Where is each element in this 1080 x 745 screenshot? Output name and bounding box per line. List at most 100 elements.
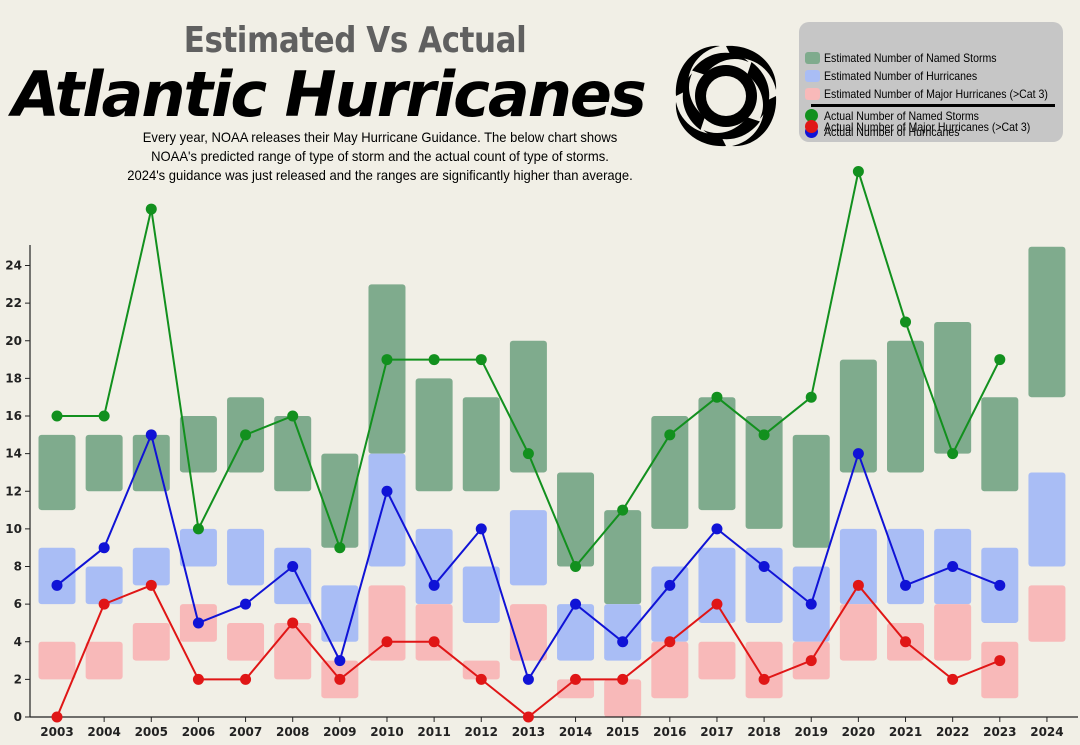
point-actual-number-of-hurricanes-2020 (852, 448, 864, 460)
x-tick-label: 2015 (606, 725, 639, 739)
point-actual-number-of-hurricanes-2014 (570, 598, 582, 610)
point-actual-number-of-named-storms-2003 (51, 410, 63, 422)
x-tick-label: 2024 (1030, 725, 1063, 739)
point-actual-number-of-named-storms-2010 (381, 354, 393, 366)
x-tick-label: 2008 (276, 725, 309, 739)
description-line-1: Every year, NOAA releases their May Hurr… (142, 129, 618, 145)
legend-marker (805, 109, 818, 122)
range-bar-estimated-number-of-major-hurricanes-cat-3-2023 (981, 641, 1019, 699)
legend-item-estimated-named-storms: Estimated Number of Named Storms (805, 49, 1020, 66)
legend-label: Actual Number of Named Storms (824, 108, 979, 123)
point-actual-number-of-major-hurricanes-cat-3-2013 (522, 711, 534, 723)
point-actual-number-of-hurricanes-2009 (334, 655, 346, 667)
range-bar-estimated-number-of-named-storms-2021 (887, 340, 925, 473)
x-tick-label: 2006 (182, 725, 215, 739)
x-tick-label: 2014 (559, 725, 592, 739)
point-actual-number-of-hurricanes-2016 (664, 579, 676, 591)
point-actual-number-of-major-hurricanes-cat-3-2012 (475, 673, 487, 685)
point-actual-number-of-hurricanes-2011 (428, 579, 440, 591)
range-bar-estimated-number-of-hurricanes-2005 (132, 547, 170, 586)
point-actual-number-of-hurricanes-2005 (145, 429, 157, 441)
range-bar-estimated-number-of-named-storms-2008 (274, 416, 312, 492)
range-bar-estimated-number-of-hurricanes-2008 (274, 547, 312, 605)
chart-legend: Estimated Number of Named Storms Estimat… (799, 22, 1063, 142)
point-actual-number-of-major-hurricanes-cat-3-2009 (334, 673, 346, 685)
point-actual-number-of-named-storms-2023 (994, 354, 1006, 366)
y-tick-label: 22 (5, 296, 22, 310)
range-group-estimated-number-of-major-hurricanes-cat-3 (38, 585, 1066, 717)
legend-item-estimated-hurricanes: Estimated Number of Hurricanes (805, 67, 998, 84)
range-bar-estimated-number-of-hurricanes-2012 (462, 566, 500, 623)
point-actual-number-of-named-storms-2006 (192, 523, 204, 535)
range-bar-estimated-number-of-major-hurricanes-cat-3-2011 (415, 604, 453, 661)
y-tick-label: 16 (5, 409, 22, 423)
legend-label: Actual Number of Major Hurricanes (>Cat … (824, 119, 1031, 134)
y-tick-label: 20 (5, 334, 22, 348)
point-actual-number-of-hurricanes-2013 (522, 673, 534, 685)
point-actual-number-of-named-storms-2016 (664, 429, 676, 441)
range-bar-estimated-number-of-hurricanes-2003 (38, 547, 76, 605)
point-actual-number-of-hurricanes-2012 (475, 523, 487, 535)
hurricane-icon (675, 45, 777, 147)
point-actual-number-of-major-hurricanes-cat-3-2007 (240, 673, 252, 685)
x-tick-label: 2003 (40, 725, 73, 739)
range-bar-estimated-number-of-named-storms-2015 (604, 510, 642, 605)
range-bar-estimated-number-of-hurricanes-2021 (887, 528, 925, 605)
legend-divider (811, 104, 1055, 107)
x-tick-label: 2016 (653, 725, 686, 739)
range-bar-estimated-number-of-hurricanes-2007 (227, 528, 265, 586)
point-actual-number-of-named-storms-2009 (334, 542, 346, 554)
point-actual-number-of-hurricanes-2023 (994, 579, 1006, 591)
x-tick-label: 2005 (135, 725, 168, 739)
y-tick-label: 0 (14, 710, 22, 724)
point-actual-number-of-major-hurricanes-cat-3-2006 (192, 673, 204, 685)
legend-label: Estimated Number of Named Storms (824, 50, 997, 65)
range-bar-estimated-number-of-hurricanes-2017 (698, 547, 736, 623)
x-tick-label: 2010 (370, 725, 403, 739)
range-bar-estimated-number-of-named-storms-2020 (839, 359, 877, 473)
range-bar-estimated-number-of-hurricanes-2024 (1028, 472, 1066, 567)
range-bar-estimated-number-of-named-storms-2018 (745, 416, 783, 529)
range-bar-estimated-number-of-named-storms-2022 (934, 321, 972, 454)
point-actual-number-of-hurricanes-2003 (51, 579, 63, 591)
actual-series (51, 165, 1006, 723)
range-bar-estimated-number-of-major-hurricanes-cat-3-2014 (557, 679, 595, 699)
legend-item-estimated-major-hurricanes: Estimated Number of Major Hurricanes (>C… (805, 85, 1078, 102)
point-actual-number-of-major-hurricanes-cat-3-2016 (664, 636, 676, 648)
x-tick-label: 2022 (936, 725, 969, 739)
x-tick-label: 2012 (465, 725, 498, 739)
range-bar-estimated-number-of-major-hurricanes-cat-3-2022 (934, 604, 972, 661)
range-group-estimated-number-of-named-storms (38, 246, 1066, 605)
point-actual-number-of-named-storms-2022 (947, 448, 959, 460)
range-bar-estimated-number-of-major-hurricanes-cat-3-2018 (745, 641, 783, 699)
range-bar-estimated-number-of-major-hurricanes-cat-3-2010 (368, 585, 406, 661)
x-tick-label: 2021 (889, 725, 922, 739)
range-bar-estimated-number-of-hurricanes-2016 (651, 566, 689, 642)
x-tick-label: 2011 (417, 725, 450, 739)
range-bar-estimated-number-of-hurricanes-2010 (368, 453, 406, 567)
range-bar-estimated-number-of-hurricanes-2018 (745, 547, 783, 623)
point-actual-number-of-hurricanes-2004 (98, 542, 110, 554)
range-bar-estimated-number-of-hurricanes-2013 (509, 510, 547, 586)
point-actual-number-of-major-hurricanes-cat-3-2020 (852, 579, 864, 591)
point-actual-number-of-major-hurricanes-cat-3-2005 (145, 579, 157, 591)
point-actual-number-of-major-hurricanes-cat-3-2014 (570, 673, 582, 685)
range-bar-estimated-number-of-major-hurricanes-cat-3-2015 (604, 679, 642, 717)
x-tick-label: 2007 (229, 725, 262, 739)
range-bar-estimated-number-of-major-hurricanes-cat-3-2005 (132, 622, 170, 661)
description-line-3: 2024's guidance was just released and th… (127, 167, 633, 183)
point-actual-number-of-named-storms-2013 (522, 448, 534, 460)
range-bar-estimated-number-of-named-storms-2019 (792, 434, 830, 548)
range-bar-estimated-number-of-hurricanes-2011 (415, 528, 453, 605)
point-actual-number-of-hurricanes-2017 (711, 523, 723, 535)
x-tick-label: 2019 (795, 725, 828, 739)
series-actual-number-of-named-storms (51, 165, 1006, 572)
x-tick-label: 2004 (87, 725, 120, 739)
range-bar-estimated-number-of-named-storms-2011 (415, 378, 453, 492)
range-bar-estimated-number-of-hurricanes-2015 (604, 604, 642, 661)
range-bar-estimated-number-of-major-hurricanes-cat-3-2013 (509, 604, 547, 661)
point-actual-number-of-hurricanes-2007 (240, 598, 252, 610)
point-actual-number-of-major-hurricanes-cat-3-2004 (98, 598, 110, 610)
y-tick-label: 2 (14, 672, 22, 686)
range-bar-estimated-number-of-named-storms-2003 (38, 434, 76, 511)
